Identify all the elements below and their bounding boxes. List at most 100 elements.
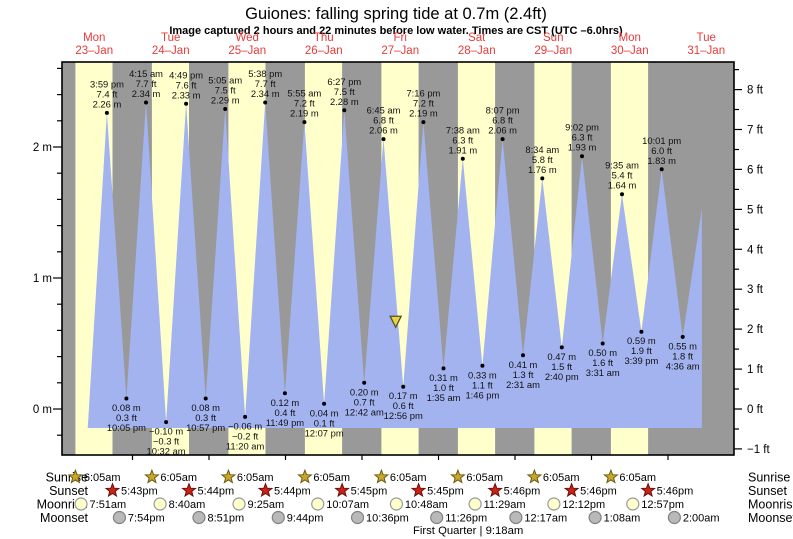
tide-point-dot (124, 396, 129, 401)
almanac-event-time: 12:57pm (641, 499, 684, 511)
annotation-line: 8:07 pm (486, 105, 520, 116)
almanac-event-time: 6:05am (237, 472, 274, 484)
day-header-date: 25–Jan (228, 45, 266, 57)
annotation-line: 0.17 m (389, 390, 418, 401)
tide-point-dot (223, 107, 228, 111)
axis-ticks (53, 67, 742, 460)
annotation-line: 3:31 am (586, 367, 620, 378)
moonrise-icon (626, 497, 640, 511)
day-header-date: 30–Jan (611, 45, 649, 57)
tide-point-dot (421, 120, 426, 125)
low-tide-annotation: 0.59 m1.9 ft3:39 pm (624, 329, 659, 366)
high-tide-annotation: 6:45 am6.8 ft2.06 m (367, 105, 401, 142)
annotation-line: 1.6 ft (592, 357, 613, 368)
moonset-icon (588, 510, 602, 525)
almanac-row-label-right: Sunset (748, 484, 787, 498)
annotation-line: 5.8 ft (532, 154, 553, 165)
annotation-line: 6.8 ft (373, 115, 394, 126)
annotation-line: 6:45 am (367, 105, 401, 116)
annotation-line: 7.2 ft (413, 98, 434, 109)
moonset-icon (192, 510, 206, 525)
sunset-icon (334, 482, 350, 498)
sunset-event: 5:45pm (410, 482, 464, 498)
day-header-dow: Tue (161, 32, 180, 44)
annotation-line: 0.55 m (668, 340, 697, 351)
sunrise-event: 6:05am (603, 468, 656, 484)
day-header-dow: Mon (619, 32, 641, 44)
almanac-event-time: 6:05am (619, 472, 656, 484)
sunset-event: 5:45pm (334, 482, 387, 498)
annotation-line: 6.0 ft (651, 145, 672, 156)
y-axis-right-label: 2 ft (747, 324, 764, 336)
annotation-line: 0.47 m (547, 351, 576, 362)
page-subtitle: Image captured 2 hours and 22 minutes be… (169, 25, 623, 37)
almanac-row-label-left: Sunrise (46, 471, 88, 485)
annotation-line: 0.31 m (429, 372, 458, 383)
annotation-line: 1:35 am (427, 392, 461, 403)
tide-point-dot (559, 345, 564, 350)
sunrise-icon (67, 468, 84, 484)
annotation-line: 7.7 ft (136, 78, 157, 89)
almanac-event-time: 10:48am (405, 499, 448, 511)
annotation-line: 4:36 am (666, 360, 700, 371)
annotation-line: 2.28 m (330, 96, 359, 107)
low-tide-annotation: 0.50 m1.6 ft3:31 am (586, 341, 620, 378)
tide-point-dot (362, 380, 367, 385)
annotation-line: 12:42 am (345, 406, 384, 417)
tide-point-dot (164, 420, 169, 425)
day-header-dow: Thu (314, 32, 334, 44)
y-axis-left-label: 2 m (33, 142, 52, 154)
almanac-row-label-left: Sunset (49, 484, 88, 498)
moonset-event: 2:00am (667, 510, 720, 525)
y-axis-right-label: 1 ft (747, 364, 764, 376)
annotation-line: 5:55 am (287, 88, 321, 99)
high-tide-annotation: 10:01 pm6.0 ft1.83 m (642, 135, 681, 172)
high-tide-annotation: 5:05 am7.5 ft2.29 m (208, 75, 242, 111)
almanac-event-time: 6:05am (313, 472, 350, 484)
tide-point-dot (144, 100, 148, 105)
moonset-event: 10:36pm (350, 510, 409, 525)
moonrise-icon (389, 497, 404, 511)
tide-point-dot (322, 401, 327, 406)
almanac-event-time: 11:29am (484, 499, 526, 511)
almanac-event-time: 5:44pm (198, 486, 235, 498)
annotation-line: 0.59 m (627, 335, 656, 346)
annotation-line: 3:59 pm (90, 78, 124, 89)
annotation-line: 1:46 pm (465, 389, 499, 400)
annotation-line: 12:56 pm (384, 410, 423, 421)
annotation-line: 6.3 ft (452, 134, 473, 145)
sunrise-icon (220, 468, 237, 484)
almanac-row-label-right: Sunrise (748, 471, 790, 485)
annotation-line: 1.64 m (608, 180, 637, 191)
y-axis-right-label: 3 ft (747, 284, 764, 296)
day-header-date: 29–Jan (534, 45, 572, 57)
annotation-line: 1.9 ft (631, 345, 652, 356)
almanac-event-time: 5:43pm (121, 486, 158, 498)
annotation-line: 5.4 ft (612, 170, 633, 181)
tide-point-dot (600, 341, 605, 346)
day-header-dow: Sun (543, 32, 563, 44)
almanac-event-time: 10:07am (326, 499, 369, 511)
annotation-line: 1.91 m (448, 144, 477, 155)
annotation-line: 10:32 am (147, 446, 186, 457)
annotation-line: 7.2 ft (294, 98, 315, 109)
sunrise-event: 6:05am (373, 468, 427, 484)
sunrise-event: 6:05am (297, 468, 350, 484)
moon-phase-footer: First Quarter | 9:18am (413, 525, 523, 537)
tide-point-dot (381, 137, 386, 142)
moonrise-icon (153, 497, 167, 511)
annotation-line: 2.34 m (132, 88, 161, 99)
annotation-line: 0.08 m (112, 402, 141, 413)
moonrise-event: 12:57pm (626, 497, 684, 511)
annotation-line: −0.2 ft (232, 430, 259, 441)
annotation-line: 0.12 m (271, 397, 300, 408)
sunset-icon (487, 482, 503, 498)
annotation-line: 0.33 m (468, 369, 497, 380)
tide-point-dot (620, 192, 624, 197)
annotation-line: 7:38 am (446, 124, 480, 135)
annotation-line: 3:39 pm (624, 355, 658, 366)
